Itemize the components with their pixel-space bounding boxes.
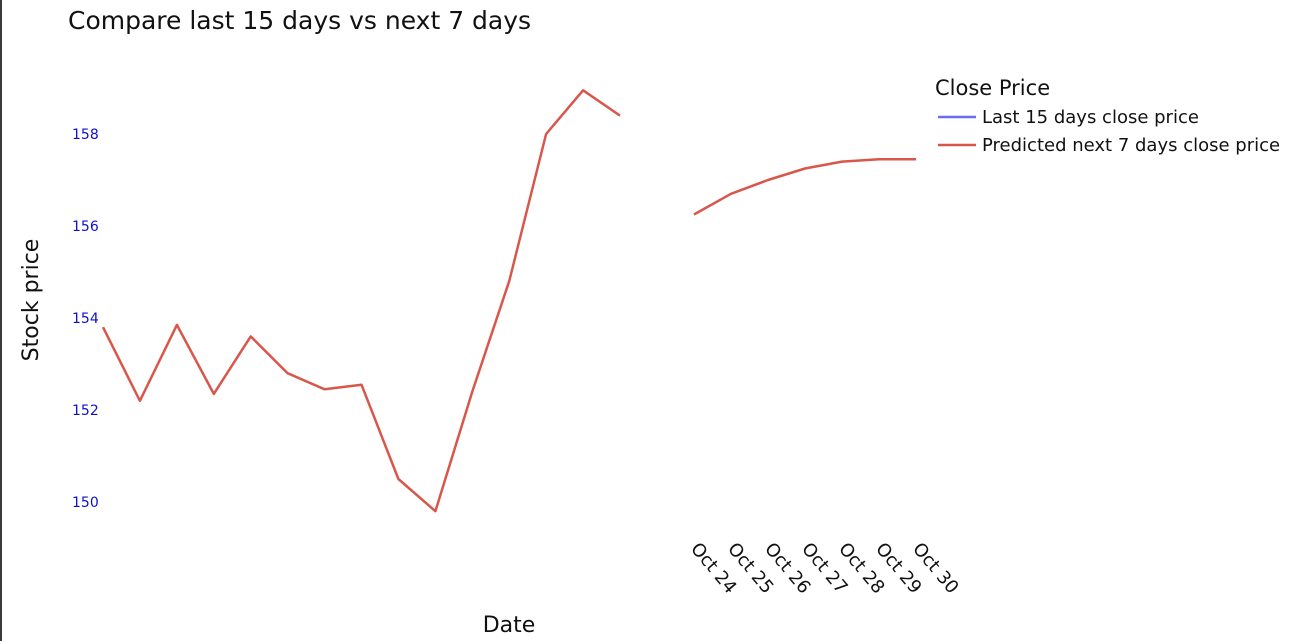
y-tick-label: 150 xyxy=(72,495,99,511)
y-tick-label: 158 xyxy=(72,127,99,143)
y-tick-label: 154 xyxy=(72,311,99,327)
predicted-series-line-segment-2 xyxy=(693,158,916,216)
legend-label-predicted[interactable]: Predicted next 7 days close price xyxy=(982,135,1280,156)
y-tick-label: 152 xyxy=(72,403,99,419)
legend-title: Close Price xyxy=(935,76,1050,100)
chart-title: Compare last 15 days vs next 7 days xyxy=(68,6,531,35)
predicted-series-line-segment-1 xyxy=(101,89,621,513)
y-axis-title: Stock price xyxy=(19,239,44,362)
y-axis-ticks: 150 152 154 156 158 xyxy=(72,127,99,511)
legend-label-last-15-days[interactable]: Last 15 days close price xyxy=(982,107,1199,128)
series-lines xyxy=(101,89,916,513)
legend: Close Price Last 15 days close price Pre… xyxy=(935,76,1280,156)
x-axis-title: Date xyxy=(483,613,536,638)
y-tick-label: 156 xyxy=(72,219,99,235)
left-border xyxy=(0,0,2,641)
